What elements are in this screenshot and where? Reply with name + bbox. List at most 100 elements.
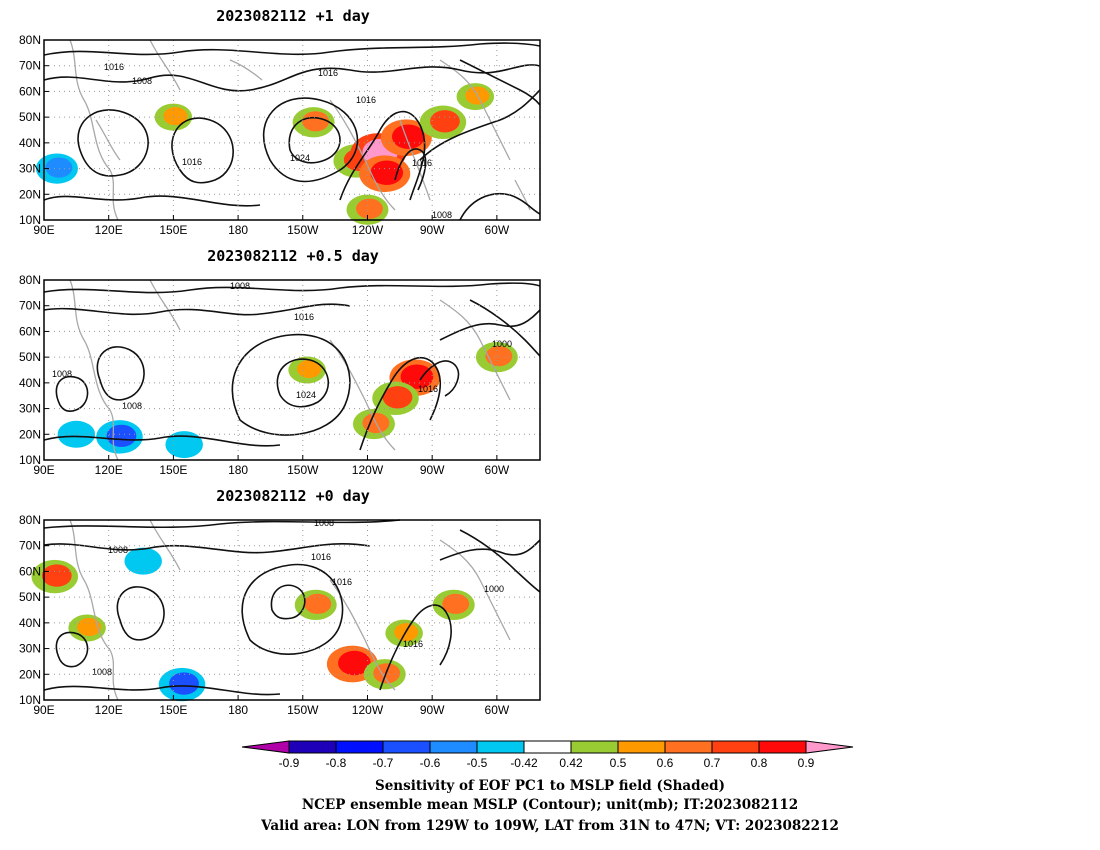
y-tick-label: 40N <box>19 616 41 630</box>
colorbar-box <box>758 740 807 754</box>
x-tick-label: 120W <box>352 703 384 717</box>
lat-lon-grid <box>44 280 540 460</box>
y-tick-label: 40N <box>19 376 41 390</box>
x-tick-label: 180 <box>228 223 248 237</box>
isobar-label: 1016 <box>356 95 376 105</box>
sensitivity-patch <box>96 420 143 454</box>
x-tick-label: 90W <box>420 703 445 717</box>
colorbar-box <box>288 740 337 754</box>
y-tick-label: 50N <box>19 350 41 364</box>
y-tick-label: 60N <box>19 324 41 338</box>
isobar-layer <box>43 42 541 221</box>
sensitivity-patch <box>475 342 518 373</box>
y-tick-label: 30N <box>19 162 41 176</box>
coastline-layer <box>69 39 531 221</box>
isobar-label: 1016 <box>294 312 314 322</box>
sensitivity-patch <box>68 614 106 642</box>
shading-layer <box>35 83 495 225</box>
map-frame <box>43 519 541 701</box>
sensitivity-patch <box>57 420 96 448</box>
y-tick-label: 10N <box>19 213 41 227</box>
x-tick-label: 60W <box>485 703 510 717</box>
y-tick-label: 70N <box>19 299 41 313</box>
y-tick-label: 50N <box>19 110 41 124</box>
colorbar-tick-label: 0.6 <box>657 756 674 770</box>
y-tick-label: 70N <box>19 59 41 73</box>
colorbar-box <box>617 740 666 754</box>
isobar-label: 1000 <box>492 339 512 349</box>
x-tick-label: 90W <box>420 223 445 237</box>
y-tick-label: 60N <box>19 564 41 578</box>
x-tick-label: 150W <box>287 703 319 717</box>
colorbar-high-arrow <box>805 740 854 754</box>
x-tick-label: 90E <box>33 463 54 477</box>
isobar-label: 1008 <box>314 518 334 528</box>
y-tick-label: 30N <box>19 402 41 416</box>
sensitivity-patch <box>346 194 389 225</box>
x-tick-label: 150E <box>159 463 187 477</box>
caption-line-1: Sensitivity of EOF PC1 to MSLP field (Sh… <box>375 778 725 794</box>
isobar-label: 1008 <box>230 281 250 291</box>
colorbar-tick-label: 0.7 <box>704 756 721 770</box>
x-tick-label: 150W <box>287 463 319 477</box>
colorbar-low-arrow <box>241 740 290 754</box>
colorbar-tick-label: -0.7 <box>373 756 394 770</box>
sensitivity-patch <box>165 431 203 459</box>
isobar-label: 1016 <box>311 552 331 562</box>
isobar-label: 1016 <box>418 384 438 394</box>
isobar-label: 1016 <box>318 68 338 78</box>
isobar-label: 1016 <box>182 157 202 167</box>
isobar-label: 1008 <box>52 369 72 379</box>
isobar-label: 1008 <box>108 545 128 555</box>
axis-ticks: 90E 120E 150E 180 150W 120W 90W 60W 10N 20N 30N 40N… <box>19 273 510 477</box>
caption-line-2: NCEP ensemble mean MSLP (Contour); unit(… <box>302 797 798 813</box>
x-tick-label: 120W <box>352 223 384 237</box>
x-tick-label: 150E <box>159 223 187 237</box>
shading-layer <box>31 547 475 702</box>
x-tick-label: 120W <box>352 463 384 477</box>
y-tick-label: 50N <box>19 590 41 604</box>
map-frame <box>43 39 541 221</box>
x-tick-label: 180 <box>228 703 248 717</box>
y-tick-label: 60N <box>19 84 41 98</box>
x-tick-label: 180 <box>228 463 248 477</box>
axis-ticks: 90E 120E 150E 180 150W 120W 90W 60W 10N 20N 30N 40N… <box>19 513 510 717</box>
sensitivity-patch <box>419 105 467 140</box>
y-tick-label: 30N <box>19 642 41 656</box>
y-tick-label: 20N <box>19 667 41 681</box>
colorbar-tick-label: 0.8 <box>751 756 768 770</box>
sensitivity-patch <box>124 547 162 575</box>
y-tick-label: 40N <box>19 136 41 150</box>
x-tick-label: 90E <box>33 223 54 237</box>
x-tick-label: 90W <box>420 463 445 477</box>
y-tick-label: 80N <box>19 513 41 527</box>
isobar-layer <box>43 282 541 451</box>
lat-lon-grid <box>44 520 540 700</box>
panel-title: 2023082112 +0.5 day <box>207 247 379 265</box>
shading-layer <box>57 342 518 459</box>
colorbar-box <box>523 740 572 754</box>
sensitivity-patch <box>292 107 335 138</box>
colorbar-tick-label: 0.42 <box>559 756 583 770</box>
colorbar-box <box>382 740 431 754</box>
isobar-label: 1008 <box>122 401 142 411</box>
y-tick-label: 80N <box>19 273 41 287</box>
isobar-label: 1024 <box>296 390 316 400</box>
colorbar-tick-label: -0.42 <box>510 756 538 770</box>
map-frame <box>43 279 541 461</box>
x-tick-label: 60W <box>485 223 510 237</box>
y-tick-label: 80N <box>19 33 41 47</box>
isobar-label: 1008 <box>132 76 152 86</box>
x-tick-label: 120E <box>95 703 123 717</box>
y-tick-label: 10N <box>19 693 41 707</box>
isobar-label: 1016 <box>332 577 352 587</box>
sensitivity-patch <box>432 589 475 620</box>
x-tick-label: 120E <box>95 463 123 477</box>
isobar-label: 1000 <box>484 584 504 594</box>
x-tick-label: 90E <box>33 703 54 717</box>
colorbar-tick-label: -0.8 <box>326 756 347 770</box>
colorbar-tick-label: -0.5 <box>467 756 488 770</box>
colorbar-tick-label: -0.6 <box>420 756 441 770</box>
axis-ticks: 90E 120E 150E 180 150W 120W 90W 60W 10N 20N 30N 40N… <box>19 33 510 237</box>
x-tick-label: 60W <box>485 463 510 477</box>
